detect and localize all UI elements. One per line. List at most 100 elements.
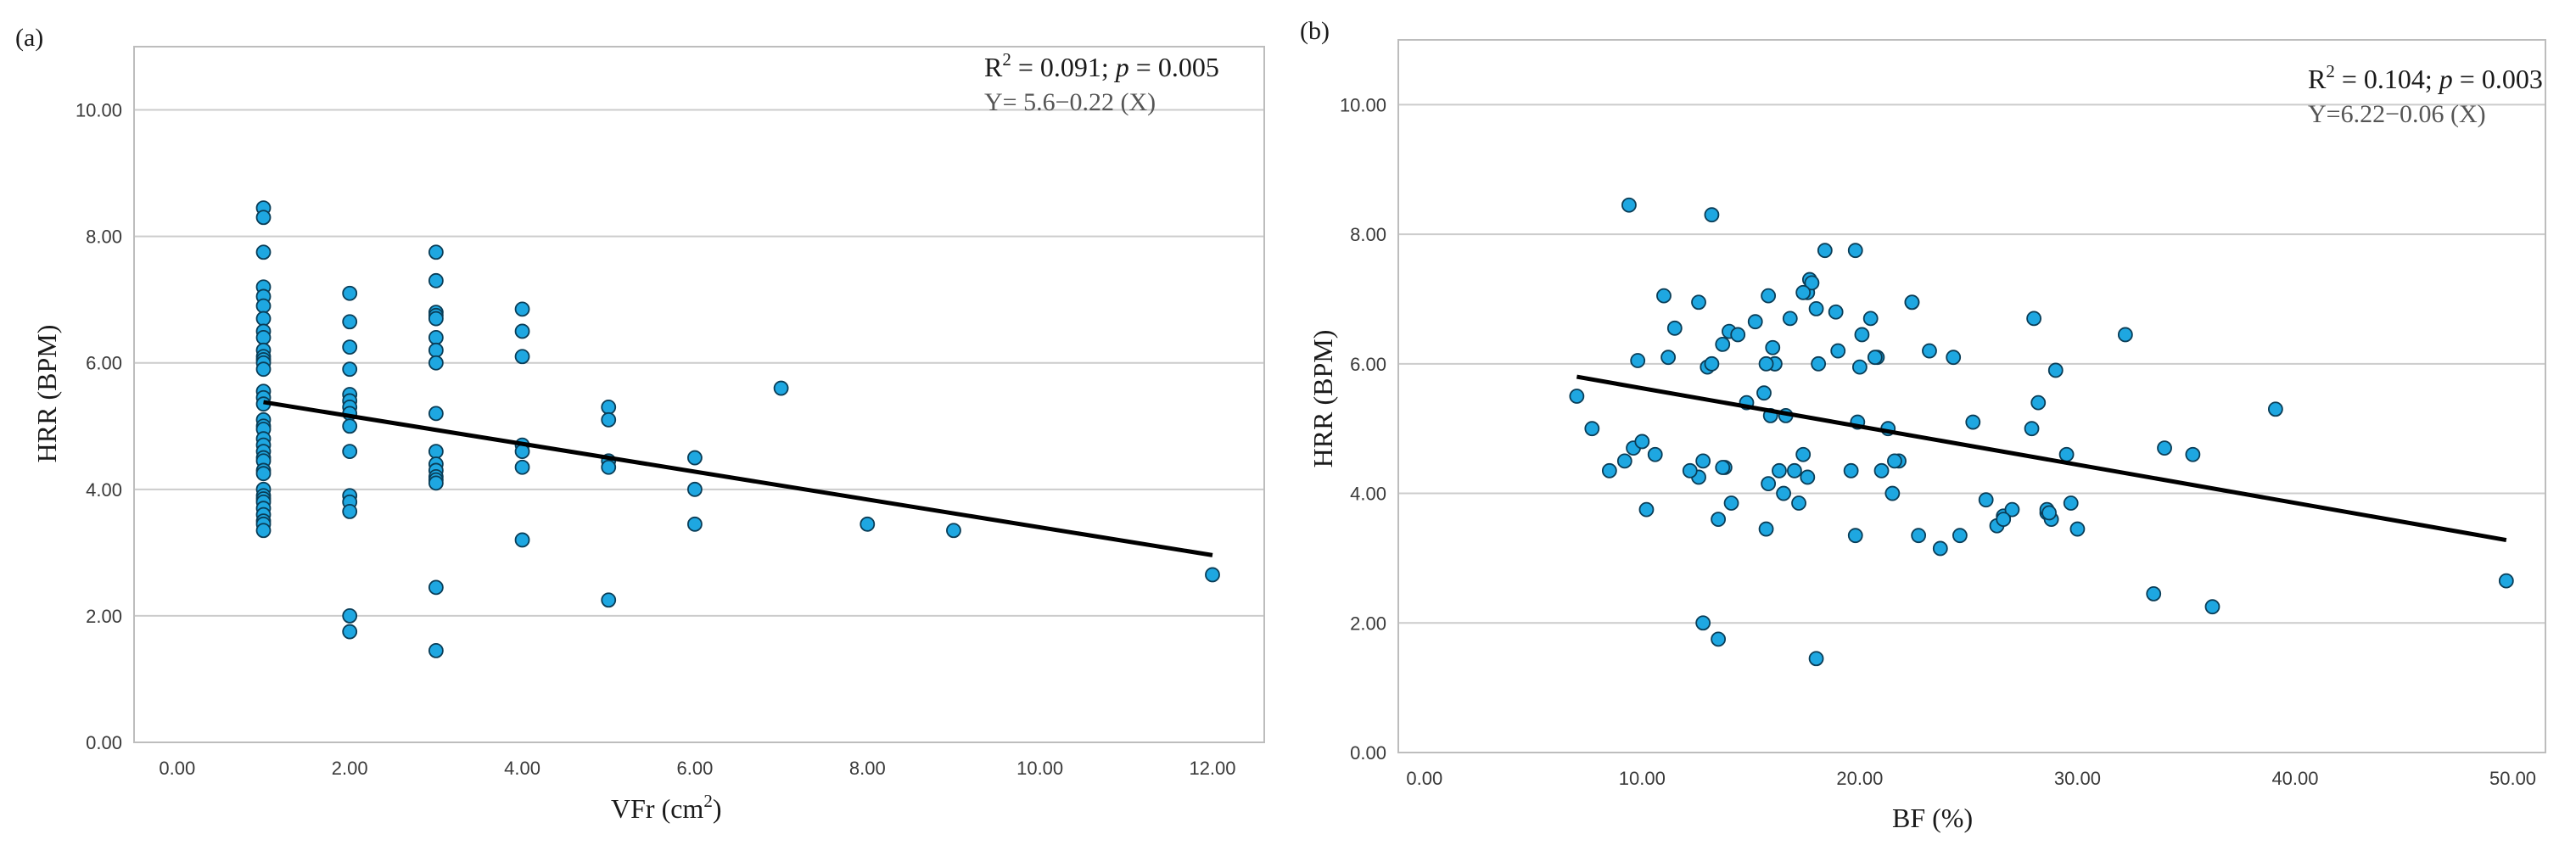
panel-b-data-point xyxy=(2063,495,2079,511)
panel-b-y-tick-label: 10.00 xyxy=(1340,94,1386,115)
panel-b-x-axis-title: BF (%) xyxy=(1892,803,1973,833)
panel-a-data-point xyxy=(687,516,703,532)
panel-a-data-point xyxy=(342,339,358,355)
panel-b-data-point xyxy=(1922,343,1937,359)
panel-a-y-tick-label: 6.00 xyxy=(86,353,122,374)
panel-b-data-point xyxy=(1747,314,1763,330)
panel-b-y-tick-label: 2.00 xyxy=(1350,613,1386,634)
panel-b-data-point xyxy=(1758,355,1774,372)
panel-b-grid xyxy=(1398,104,2545,624)
panel-b-data-point xyxy=(1660,350,1677,366)
panel-a-x-axis-title: VFr (cm2) xyxy=(611,791,721,824)
panel-a-points xyxy=(255,200,1220,658)
panel-a-data-point xyxy=(687,450,703,466)
panel-b-data-point xyxy=(1904,294,1920,311)
panel-a-data-point xyxy=(428,444,444,459)
panel-a-y-tick-label: 2.00 xyxy=(86,606,122,627)
panel-a-x-tick-label: 12.00 xyxy=(1189,758,1235,779)
panel-b-data-point xyxy=(1862,311,1879,327)
panel-b-data-point xyxy=(2004,501,2020,518)
panel-b-y-tick-label: 8.00 xyxy=(1350,224,1386,245)
panel-a-y-ticks: 0.00 2.00 4.00 6.00 8.00 10.00 xyxy=(76,100,122,753)
panel-b-data-point xyxy=(1730,327,1746,343)
panel-b-data-point xyxy=(1711,512,1727,527)
panel-a-fit-line xyxy=(263,400,1213,557)
panel-a-x-tick-label: 6.00 xyxy=(677,758,714,779)
panel-a-y-tick-label: 10.00 xyxy=(76,100,122,121)
panel-b-data-point xyxy=(1691,294,1706,311)
panel-b-data-point xyxy=(1847,243,1863,259)
panel-b-data-point xyxy=(1952,528,1968,544)
panel-b-data-point xyxy=(1758,521,1774,537)
panel-a-data-point xyxy=(342,418,358,434)
panel-b-data-point xyxy=(1695,453,1711,469)
panel-b-data-point xyxy=(1634,434,1650,450)
panel-b-data-point xyxy=(1996,512,2012,527)
panel-b-data-point xyxy=(1782,311,1798,327)
panel-b-data-point xyxy=(1795,284,1812,300)
panel-b-data-point xyxy=(2058,446,2075,462)
panel-b-data-point xyxy=(1569,389,1585,404)
panel-a-data-point xyxy=(342,608,358,624)
panel-a-data-point xyxy=(342,504,358,519)
panel-b-data-point xyxy=(2024,421,2040,437)
panel-b-x-tick-label: 40.00 xyxy=(2271,768,2318,789)
panel-a-data-point xyxy=(255,466,272,482)
panel-a-data-point xyxy=(342,444,358,459)
panel-b-data-point xyxy=(1772,462,1787,478)
panel-a-data-point xyxy=(601,400,617,415)
panel-b-data-point xyxy=(1817,243,1833,259)
panel-b-data-point xyxy=(1647,446,1663,462)
panel-a-x-tick-label: 8.00 xyxy=(849,758,886,779)
panel-b-data-point xyxy=(1884,485,1901,501)
panel-a-data-point xyxy=(255,330,272,345)
panel-b-data-point xyxy=(1795,446,1812,462)
panel-b-data-point xyxy=(1851,359,1868,375)
panel-a-data-point xyxy=(514,323,530,339)
panel-b-x-tick-label: 20.00 xyxy=(1836,768,1883,789)
panel-b-data-point xyxy=(2030,395,2047,411)
panel-b-points xyxy=(1569,197,2514,667)
panel-b-data-point xyxy=(1616,453,1632,469)
panel-b-data-point xyxy=(1711,631,1727,647)
panel-a-data-point xyxy=(860,516,876,532)
panel-b-data-point xyxy=(1932,540,1948,557)
panel-b-data-point xyxy=(1791,495,1806,511)
panel-b-data-point xyxy=(1808,651,1824,667)
panel-b-data-point xyxy=(2026,311,2042,327)
panel-b-data-point xyxy=(1847,528,1863,544)
panel-b-data-point xyxy=(1804,275,1820,291)
panel-a: (a) 0.00 2.00 4.00 6.00 8.00 10.00 0.00 2.00 4.… xyxy=(15,24,1265,824)
panel-a-x-tick-label: 0.00 xyxy=(159,758,195,779)
panel-a-data-point xyxy=(514,349,530,365)
panel-a-data-point xyxy=(428,579,444,596)
panel-b-data-point xyxy=(1808,301,1824,316)
panel-b-data-point xyxy=(1887,453,1902,469)
panel-b-data-point xyxy=(2041,505,2057,521)
panel-b-data-point xyxy=(1756,385,1772,401)
panel-a-data-point xyxy=(255,210,272,226)
panel-a-data-point xyxy=(342,285,358,301)
panel-b-y-ticks: 0.00 2.00 4.00 6.00 8.00 10.00 xyxy=(1340,94,1386,764)
panel-a-data-point xyxy=(428,643,444,658)
panel-b-data-point xyxy=(1867,350,1883,366)
panel-b-data-point xyxy=(2157,440,2172,456)
panel-a-x-tick-label: 10.00 xyxy=(1016,758,1063,779)
panel-b-x-tick-label: 30.00 xyxy=(2054,768,2101,789)
panel-b-data-point xyxy=(1584,421,1600,437)
panel-a-data-point xyxy=(255,523,272,539)
panel-a-data-point xyxy=(428,342,444,358)
panel-a-label: (a) xyxy=(15,24,43,52)
panel-b-data-point xyxy=(1828,304,1844,320)
panel-b-data-point xyxy=(1843,462,1859,478)
panel-b-x-tick-label: 50.00 xyxy=(2489,768,2536,789)
panel-a-data-point xyxy=(255,244,272,260)
panel-b-x-tick-label: 0.00 xyxy=(1406,768,1442,789)
panel-a-data-point xyxy=(342,361,358,378)
panel-a-y-tick-label: 8.00 xyxy=(86,227,122,248)
panel-b-data-point xyxy=(1715,337,1731,352)
panel-b-data-point xyxy=(2267,401,2283,417)
panel-b-data-point xyxy=(1761,476,1777,491)
panel-a-x-tick-label: 2.00 xyxy=(332,758,368,779)
